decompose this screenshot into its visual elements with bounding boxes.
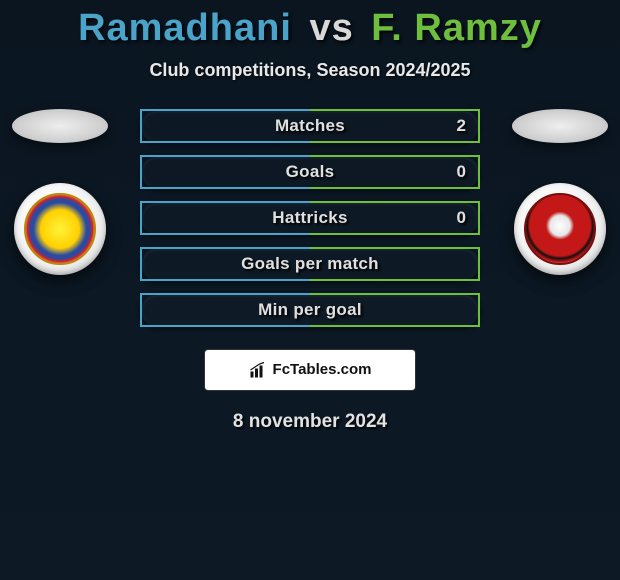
main-area: Matches 2 Goals 0 Hattricks 0 Goals per … (0, 109, 620, 433)
player1-halo (12, 109, 108, 143)
crest-inner (524, 193, 596, 265)
date-text: 8 november 2024 (0, 411, 620, 433)
stats-list: Matches 2 Goals 0 Hattricks 0 Goals per … (140, 109, 480, 327)
left-side (0, 109, 120, 275)
stat-row-min-per-goal: Min per goal (140, 293, 480, 327)
crest-inner (24, 193, 96, 265)
stat-right-value: 2 (457, 116, 466, 136)
stat-right-value: 0 (457, 208, 466, 228)
stat-row-goals: Goals 0 (140, 155, 480, 189)
stat-label: Goals (286, 162, 335, 182)
player2-halo (512, 109, 608, 143)
vs-text: vs (309, 7, 353, 49)
stat-row-hattricks: Hattricks 0 (140, 201, 480, 235)
stat-label: Hattricks (272, 208, 347, 228)
bar-chart-icon (249, 361, 267, 379)
player1-name: Ramadhani (78, 7, 292, 49)
stat-label: Matches (275, 116, 345, 136)
brand-text: FcTables.com (273, 361, 372, 378)
player1-club-crest (14, 183, 106, 275)
page-title: Ramadhani vs F. Ramzy (0, 8, 620, 50)
stat-row-goals-per-match: Goals per match (140, 247, 480, 281)
stat-row-matches: Matches 2 (140, 109, 480, 143)
player2-name: F. Ramzy (371, 7, 542, 49)
stat-right-value: 0 (457, 162, 466, 182)
comparison-card: Ramadhani vs F. Ramzy Club competitions,… (0, 0, 620, 433)
player2-club-crest (514, 183, 606, 275)
right-side (500, 109, 620, 275)
subtitle: Club competitions, Season 2024/2025 (0, 60, 620, 81)
brand-box[interactable]: FcTables.com (204, 349, 416, 391)
stat-label: Goals per match (241, 254, 379, 274)
stat-label: Min per goal (258, 300, 362, 320)
